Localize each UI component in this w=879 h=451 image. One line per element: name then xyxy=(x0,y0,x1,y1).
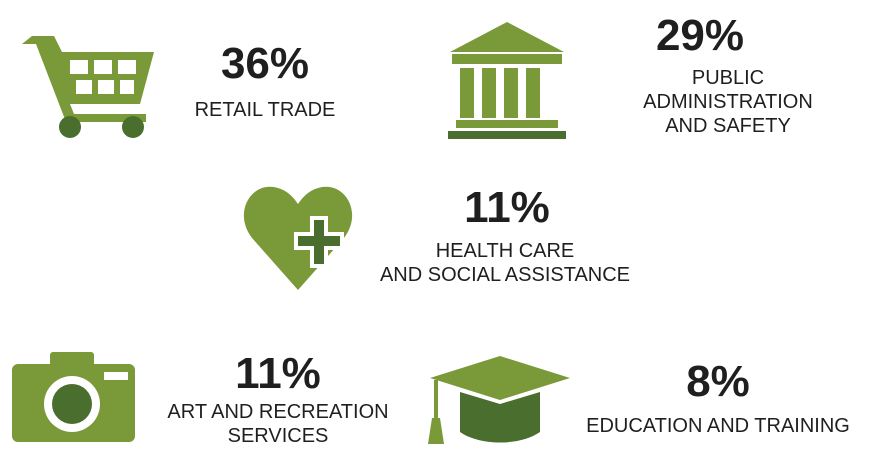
sector-label: SERVICES xyxy=(228,425,329,447)
cart-icon xyxy=(22,36,154,138)
camera-icon xyxy=(12,352,135,442)
sector-label: HEALTH CARE xyxy=(436,240,575,262)
percentage: 8% xyxy=(686,357,750,406)
sector-label: PUBLIC xyxy=(692,67,764,89)
percentage: 11% xyxy=(464,183,550,232)
cap-icon xyxy=(428,356,570,444)
sector-label: AND SAFETY xyxy=(665,115,791,137)
sector-label: AND SOCIAL ASSISTANCE xyxy=(380,264,630,286)
sector-label: EDUCATION AND TRAINING xyxy=(586,415,850,437)
texts: 36%RETAIL TRADE29%PUBLICADMINISTRATIONAN… xyxy=(167,11,849,447)
sector-label: ART AND RECREATION xyxy=(167,401,388,423)
percentage: 11% xyxy=(235,349,321,398)
percentage: 29% xyxy=(656,11,744,60)
building-icon xyxy=(448,22,566,139)
percentage: 36% xyxy=(221,39,309,88)
sector-label: RETAIL TRADE xyxy=(195,99,336,121)
heart-icon xyxy=(243,186,353,290)
sector-label: ADMINISTRATION xyxy=(643,91,813,113)
